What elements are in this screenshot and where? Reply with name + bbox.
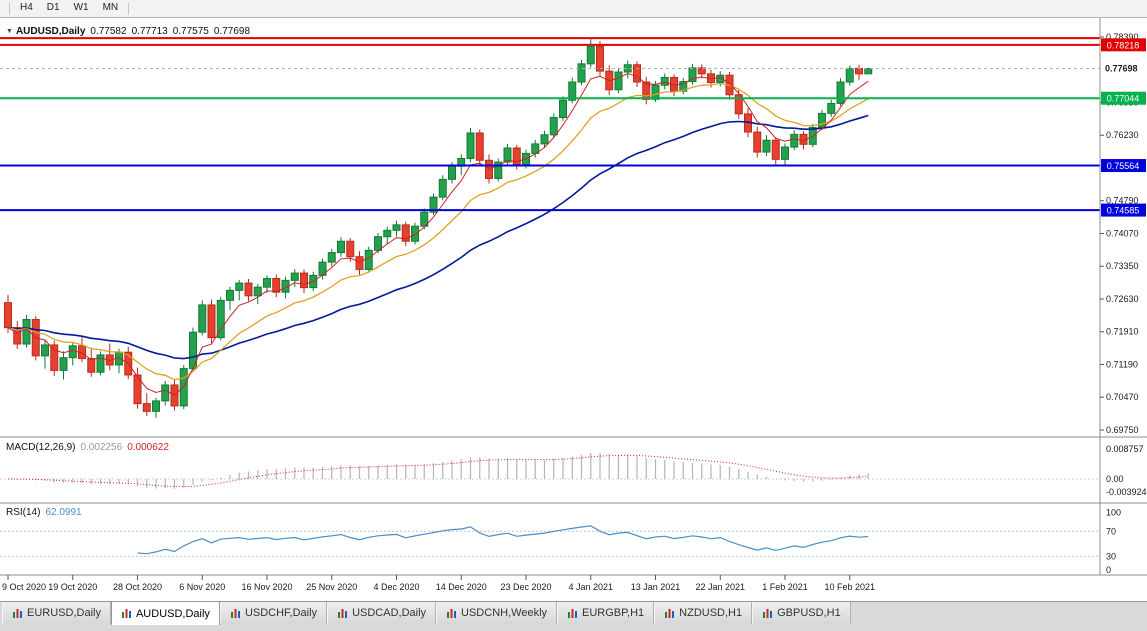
svg-text:23 Dec 2020: 23 Dec 2020: [500, 582, 551, 592]
tab-usdcnh-weekly[interactable]: USDCNH,Weekly: [436, 602, 558, 624]
tab-usdchf-daily[interactable]: USDCHF,Daily: [219, 602, 328, 624]
svg-text:100: 100: [1106, 508, 1121, 518]
timeframe-button-mn[interactable]: MN: [102, 2, 119, 13]
rsi-line: [137, 525, 869, 555]
tab-gbpusd-h1[interactable]: GBPUSD,H1: [752, 602, 851, 624]
tab-eurgbp-h1[interactable]: EURGBP,H1: [557, 602, 655, 624]
chart-region: 0.783900.769500.762300.747900.740700.733…: [0, 18, 1147, 601]
svg-text:0.00: 0.00: [1106, 474, 1124, 484]
tab-chart-icon: [447, 608, 457, 618]
level-price-badge: [1101, 91, 1146, 105]
svg-text:0.69750: 0.69750: [1106, 425, 1139, 435]
svg-text:0.78390: 0.78390: [1106, 32, 1139, 42]
svg-text:4 Jan 2021: 4 Jan 2021: [568, 582, 613, 592]
tab-audusd-daily[interactable]: AUDUSD,Daily: [110, 602, 220, 625]
svg-text:0.76230: 0.76230: [1106, 130, 1139, 140]
svg-text:22 Jan 2021: 22 Jan 2021: [695, 582, 745, 592]
tab-chart-icon: [763, 608, 773, 618]
ma-slow-line: [7, 114, 869, 360]
svg-text:0.75564: 0.75564: [1107, 161, 1140, 171]
svg-text:70: 70: [1106, 526, 1116, 536]
tab-label: USDCNH,Weekly: [461, 607, 548, 619]
svg-text:6 Nov 2020: 6 Nov 2020: [179, 582, 225, 592]
svg-text:28 Oct 2020: 28 Oct 2020: [113, 582, 162, 592]
level-price-badge: [1101, 159, 1146, 173]
tab-label: USDCAD,Daily: [352, 607, 427, 619]
tab-label: GBPUSD,H1: [777, 607, 841, 619]
tab-chart-icon: [568, 608, 578, 618]
tab-chart-icon: [13, 608, 22, 618]
svg-text:0.73350: 0.73350: [1106, 261, 1139, 271]
svg-text:1 Feb 2021: 1 Feb 2021: [762, 582, 808, 592]
svg-text:14 Dec 2020: 14 Dec 2020: [436, 582, 487, 592]
svg-text:10 Feb 2021: 10 Feb 2021: [824, 582, 875, 592]
svg-text:30: 30: [1106, 551, 1116, 561]
time-axis[interactable]: 9 Oct 2020 19 Oct 2020 28 Oct 2020 6 Nov 20…: [2, 575, 875, 592]
tab-chart-icon: [338, 608, 348, 618]
level-price-badge: [1101, 203, 1146, 217]
svg-text:0.71910: 0.71910: [1106, 327, 1139, 337]
svg-text:0: 0: [1106, 565, 1111, 575]
macd-panel: [0, 453, 1100, 489]
toolbar-divider: [128, 2, 130, 15]
tab-nzdusd-h1[interactable]: NZDUSD,H1: [654, 602, 753, 624]
tab-label: NZDUSD,H1: [679, 607, 743, 619]
tab-label: USDCHF,Daily: [244, 607, 318, 619]
svg-text:25 Nov 2020: 25 Nov 2020: [306, 582, 357, 592]
timeframe-button-w1[interactable]: W1: [73, 2, 89, 13]
tab-chart-icon: [230, 608, 240, 618]
tab-label: EURGBP,H1: [582, 607, 645, 619]
svg-text:0.70470: 0.70470: [1106, 392, 1139, 402]
svg-text:16 Nov 2020: 16 Nov 2020: [241, 582, 292, 592]
timeframe-toolbar: H4 D1 W1 MN: [0, 0, 1147, 18]
tab-chart-icon: [121, 609, 131, 618]
svg-text:0.008757: 0.008757: [1106, 444, 1144, 454]
svg-text:0.74070: 0.74070: [1106, 228, 1139, 238]
tab-chart-icon: [665, 608, 675, 618]
svg-text:0.77044: 0.77044: [1107, 94, 1140, 104]
svg-text:0.71190: 0.71190: [1106, 359, 1138, 369]
svg-text:-0.003924: -0.003924: [1106, 487, 1147, 497]
svg-text:0.72630: 0.72630: [1106, 294, 1139, 304]
svg-text:4 Dec 2020: 4 Dec 2020: [373, 582, 419, 592]
toolbar-divider: [9, 2, 10, 15]
tab-usdcad-daily[interactable]: USDCAD,Daily: [327, 602, 437, 624]
timeframe-button-d1[interactable]: D1: [46, 2, 60, 13]
svg-text:0.78218: 0.78218: [1107, 40, 1140, 50]
svg-text:13 Jan 2021: 13 Jan 2021: [631, 582, 681, 592]
current-price-label: 0.77698: [1105, 63, 1138, 73]
tab-label: AUDUSD,Daily: [135, 607, 210, 620]
ma-medium-line: [7, 82, 869, 381]
symbol-tabbar: EURUSD,Daily AUDUSD,Daily USDCHF,Daily USDC…: [0, 601, 1147, 631]
tab-eurusd-daily[interactable]: EURUSD,Daily: [2, 602, 111, 624]
svg-text:19 Oct 2020: 19 Oct 2020: [48, 582, 97, 592]
price-axis[interactable]: 0.783900.769500.762300.747900.740700.733…: [1100, 32, 1147, 575]
price-level-lines[interactable]: [0, 37, 1100, 212]
tab-label: EURUSD,Daily: [27, 607, 101, 619]
rsi-panel: [0, 525, 1100, 557]
timeframe-button-h4[interactable]: H4: [20, 2, 33, 13]
svg-text:9 Oct 2020: 9 Oct 2020: [2, 582, 46, 592]
svg-text:0.74790: 0.74790: [1106, 196, 1139, 206]
svg-text:0.74585: 0.74585: [1107, 206, 1140, 216]
chart-surface[interactable]: 0.783900.769500.762300.747900.740700.733…: [0, 18, 1147, 601]
level-price-badge: [1101, 38, 1146, 52]
